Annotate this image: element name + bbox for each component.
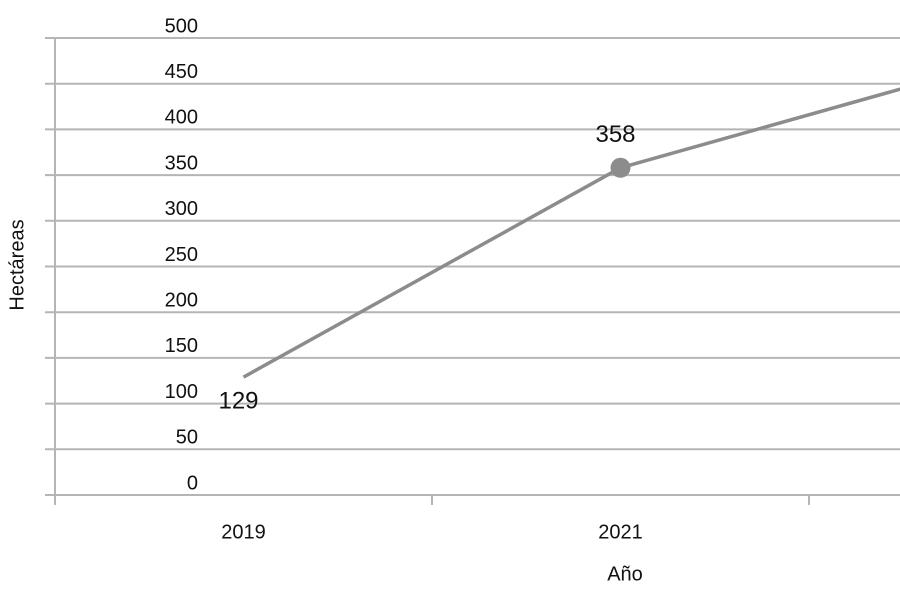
y-tick-label: 50: [176, 427, 198, 449]
data-label: 129: [218, 387, 258, 414]
y-tick-label: 0: [187, 472, 198, 494]
y-tick-label: 400: [165, 107, 198, 129]
y-tick-label: 100: [165, 381, 198, 403]
y-tick-label: 500: [165, 15, 198, 37]
x-tick-label: 2019: [221, 521, 266, 543]
y-tick-label: 350: [165, 152, 198, 174]
data-label: 358: [595, 121, 635, 148]
y-tick-label: 450: [165, 61, 198, 83]
y-axis-title: Hectáreas: [6, 219, 28, 310]
y-tick-label: 200: [165, 289, 198, 311]
point-marker: [610, 157, 631, 178]
x-axis-title: Año: [607, 563, 643, 585]
y-tick-label: 150: [165, 335, 198, 357]
x-tick-label: 2021: [598, 521, 643, 543]
line: [242, 87, 900, 379]
y-tick-label: 250: [165, 244, 198, 266]
y-tick-label: 300: [165, 198, 198, 220]
